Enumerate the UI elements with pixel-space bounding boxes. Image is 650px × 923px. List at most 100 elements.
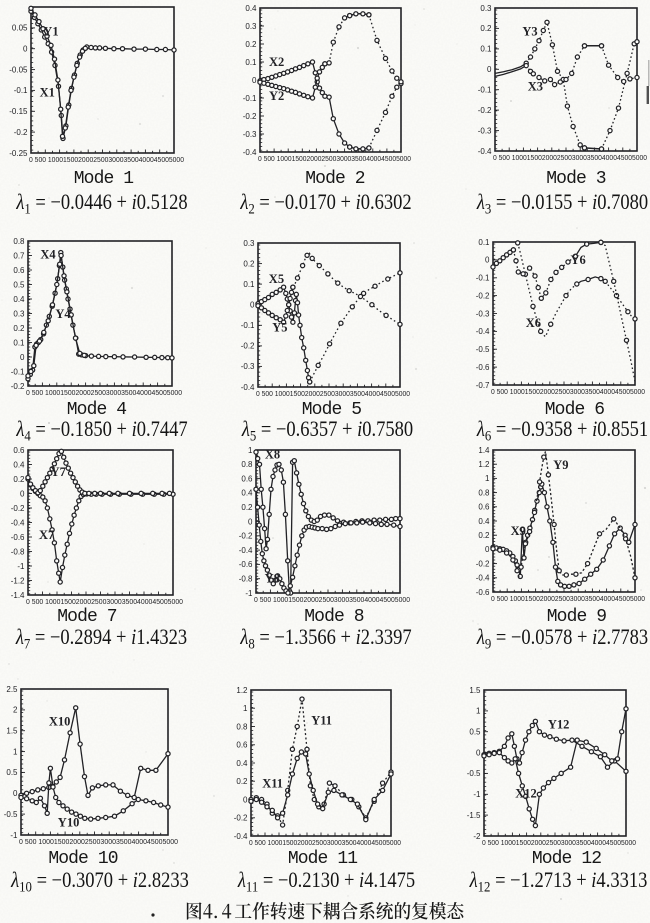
svg-text:1.2: 1.2 <box>236 686 248 695</box>
svg-text:Y5: Y5 <box>272 321 287 335</box>
svg-text:0.4: 0.4 <box>245 4 257 13</box>
svg-text:-0.15: -0.15 <box>9 107 28 116</box>
svg-text:-0.1: -0.1 <box>14 86 28 95</box>
svg-text:λ11 = −0.2130 + i4.1475: λ11 = −0.2130 + i4.1475 <box>237 869 415 896</box>
svg-text:Mode 9: Mode 9 <box>547 607 607 627</box>
svg-text:0 500 100015002000250030003500: 0 500 1000150020002500300035004000450050… <box>256 389 410 398</box>
svg-text:Mode 11: Mode 11 <box>288 849 357 869</box>
svg-text:0.2: 0.2 <box>13 324 25 333</box>
svg-text:0 500 100015002000250030003500: 0 500 1000150020002500300035004000450050… <box>249 838 401 847</box>
svg-text:λ2 = −0.0170 + i0.6302: λ2 = −0.0170 + i0.6302 <box>239 191 411 218</box>
svg-text:-2: -2 <box>473 832 481 841</box>
svg-text:X11: X11 <box>262 777 283 791</box>
svg-text:X9: X9 <box>511 524 526 538</box>
svg-text:X7: X7 <box>39 528 54 542</box>
svg-text:0.3: 0.3 <box>480 4 492 13</box>
svg-text:0: 0 <box>20 353 25 362</box>
svg-text:λ6 = −0.9358 + i0.8551: λ6 = −0.9358 + i0.8551 <box>476 418 648 445</box>
svg-text:Mode 4: Mode 4 <box>67 400 127 420</box>
svg-text:0.6: 0.6 <box>13 446 25 455</box>
svg-text:λ5 = −0.6357 + i0.7580: λ5 = −0.6357 + i0.7580 <box>241 418 413 445</box>
svg-text:-0.4: -0.4 <box>476 574 490 583</box>
svg-text:2: 2 <box>13 706 18 715</box>
svg-text:Y8: Y8 <box>265 571 280 585</box>
svg-text:λ4 = −0.1850 + i0.7447: λ4 = −0.1850 + i0.7447 <box>15 418 187 445</box>
svg-text:-0.3: -0.3 <box>476 309 490 318</box>
svg-text:0.2: 0.2 <box>243 259 255 268</box>
svg-text:0 500 100015002000250030003500: 0 500 1000150020002500300035004000450050… <box>491 387 645 396</box>
svg-text:0.2: 0.2 <box>245 40 257 49</box>
svg-text:0.2: 0.2 <box>241 503 253 512</box>
svg-text:Mode 7: Mode 7 <box>57 607 117 627</box>
svg-text:0.1: 0.1 <box>480 45 492 54</box>
svg-text:Mode 10: Mode 10 <box>48 849 117 869</box>
svg-text:-0.6: -0.6 <box>239 560 253 569</box>
svg-text:0.8: 0.8 <box>478 488 490 497</box>
svg-text:Mode 5: Mode 5 <box>302 400 362 420</box>
svg-text:0: 0 <box>243 795 248 804</box>
svg-text:λ8 = −1.3566 + i2.3397: λ8 = −1.3566 + i2.3397 <box>239 626 411 653</box>
svg-text:0: 0 <box>23 45 28 54</box>
svg-text:0.3: 0.3 <box>13 309 25 318</box>
svg-text:0: 0 <box>250 301 255 310</box>
svg-text:0.3: 0.3 <box>245 22 257 31</box>
svg-text:Y11: Y11 <box>311 714 332 728</box>
svg-text:λ3 = −0.0155 + i0.7080: λ3 = −0.0155 + i0.7080 <box>476 191 648 218</box>
svg-text:0.6: 0.6 <box>241 474 253 483</box>
svg-text:1.4: 1.4 <box>478 446 490 455</box>
svg-text:-0.2: -0.2 <box>478 106 492 115</box>
svg-text:0.2: 0.2 <box>13 475 25 484</box>
svg-text:Y7: Y7 <box>51 465 66 479</box>
svg-text:0.4: 0.4 <box>241 489 253 498</box>
svg-text:-0.6: -0.6 <box>476 588 490 597</box>
svg-text:-1.4: -1.4 <box>11 591 25 600</box>
svg-text:0: 0 <box>248 517 253 526</box>
svg-text:X5: X5 <box>269 272 284 286</box>
svg-text:0.4: 0.4 <box>13 460 25 469</box>
svg-text:-0.3: -0.3 <box>478 126 492 135</box>
svg-text:0.8: 0.8 <box>236 722 248 731</box>
svg-text:-0.4: -0.4 <box>478 147 492 156</box>
svg-text:X8: X8 <box>265 448 280 462</box>
svg-text:0.5: 0.5 <box>6 768 18 777</box>
svg-text:0.4: 0.4 <box>236 759 248 768</box>
svg-text:-0.2: -0.2 <box>14 128 28 137</box>
svg-text:λ10 = −0.3070 + i2.8233: λ10 = −0.3070 + i2.8233 <box>10 869 189 896</box>
svg-text:1: 1 <box>248 446 253 455</box>
svg-text:1: 1 <box>476 707 481 716</box>
svg-text:X6: X6 <box>526 316 541 330</box>
svg-text:λ9 = −0.0578 + i2.7783: λ9 = −0.0578 + i2.7783 <box>476 626 648 653</box>
svg-text:0.5: 0.5 <box>13 280 25 289</box>
svg-text:-0.5: -0.5 <box>476 345 490 354</box>
svg-text:-0.4: -0.4 <box>234 832 248 841</box>
svg-text:-0.1: -0.1 <box>478 86 492 95</box>
svg-text:-0.3: -0.3 <box>241 362 255 371</box>
svg-text:-0.5: -0.5 <box>4 810 18 819</box>
svg-text:-0.2: -0.2 <box>243 112 257 121</box>
svg-text:Mode 3: Mode 3 <box>546 169 606 189</box>
svg-text:-0.1: -0.1 <box>243 94 257 103</box>
svg-text:0.7: 0.7 <box>13 251 25 260</box>
svg-text:0 500 100015002000250030003500: 0 500 1000150020002500300035004000450050… <box>26 388 182 397</box>
svg-text:0 500 100015002000250030003500: 0 500 1000150020002500300035004000450050… <box>29 155 184 164</box>
svg-text:0 500 100015002000250030003500: 0 500 1000150020002500300035004000450050… <box>493 153 647 162</box>
svg-text:-0.2: -0.2 <box>241 342 255 351</box>
svg-text:-0.4: -0.4 <box>476 327 490 336</box>
svg-text:-1.2: -1.2 <box>11 576 25 585</box>
svg-text:-1: -1 <box>10 831 18 840</box>
svg-text:-0.2: -0.2 <box>476 291 490 300</box>
svg-text:Mode 6: Mode 6 <box>545 400 605 420</box>
svg-text:Y6: Y6 <box>571 253 586 267</box>
svg-text:0: 0 <box>13 789 18 798</box>
svg-text:X10: X10 <box>49 715 71 729</box>
svg-text:-0.8: -0.8 <box>11 547 25 556</box>
svg-text:0.8: 0.8 <box>13 237 25 246</box>
svg-text:0.3: 0.3 <box>243 239 255 248</box>
svg-text:0.2: 0.2 <box>236 777 248 786</box>
svg-text:0.1: 0.1 <box>245 58 257 67</box>
svg-text:Y2: Y2 <box>269 89 284 103</box>
svg-text:λ12 = −1.2713 + i4.3313: λ12 = −1.2713 + i4.3313 <box>469 869 648 896</box>
svg-text:0.2: 0.2 <box>480 24 492 33</box>
svg-text:0: 0 <box>252 76 257 85</box>
svg-text:0.6: 0.6 <box>13 266 25 275</box>
